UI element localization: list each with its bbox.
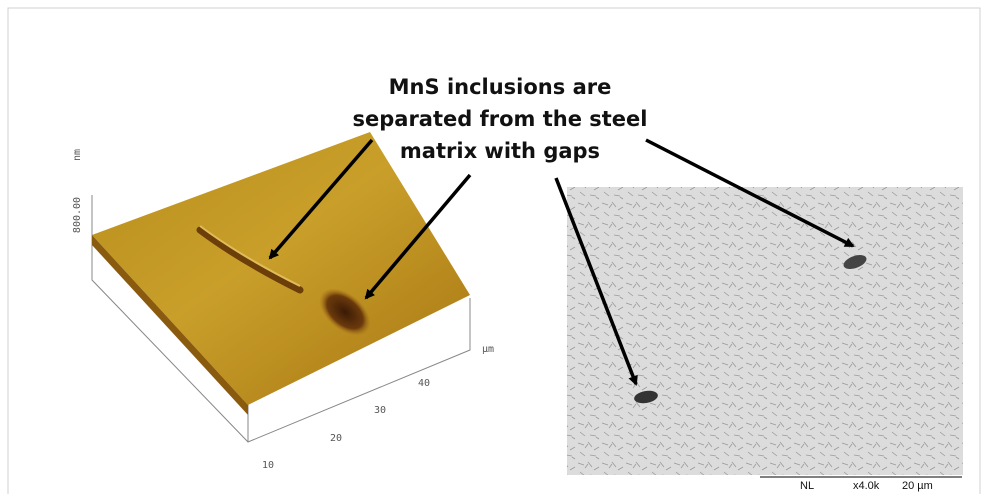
x-tick-label: 20 [330,433,342,444]
scale-label: x4.0k [853,480,880,492]
annotation-line: MnS inclusions are [389,75,612,99]
figure: 800.00 nm µm 10 20 30 40 NL x4.0k 20 µm … [0,0,987,494]
sem-micrograph [567,187,963,475]
z-label: 800.00 [72,197,83,233]
x-tick-label: 10 [262,460,274,471]
scale-label: NL [800,480,814,492]
z-unit: nm [72,149,83,161]
annotation-line: separated from the steel [353,107,648,131]
x-unit: µm [482,344,494,355]
annotation-line: matrix with gaps [400,139,600,163]
scale-label: 20 µm [902,480,933,492]
x-tick-label: 30 [374,405,386,416]
afm-image: 800.00 nm µm 10 20 30 40 [72,132,494,471]
x-tick-label: 40 [418,378,430,389]
sem-image: NL x4.0k 20 µm [567,187,963,492]
afm-surface [92,132,470,405]
